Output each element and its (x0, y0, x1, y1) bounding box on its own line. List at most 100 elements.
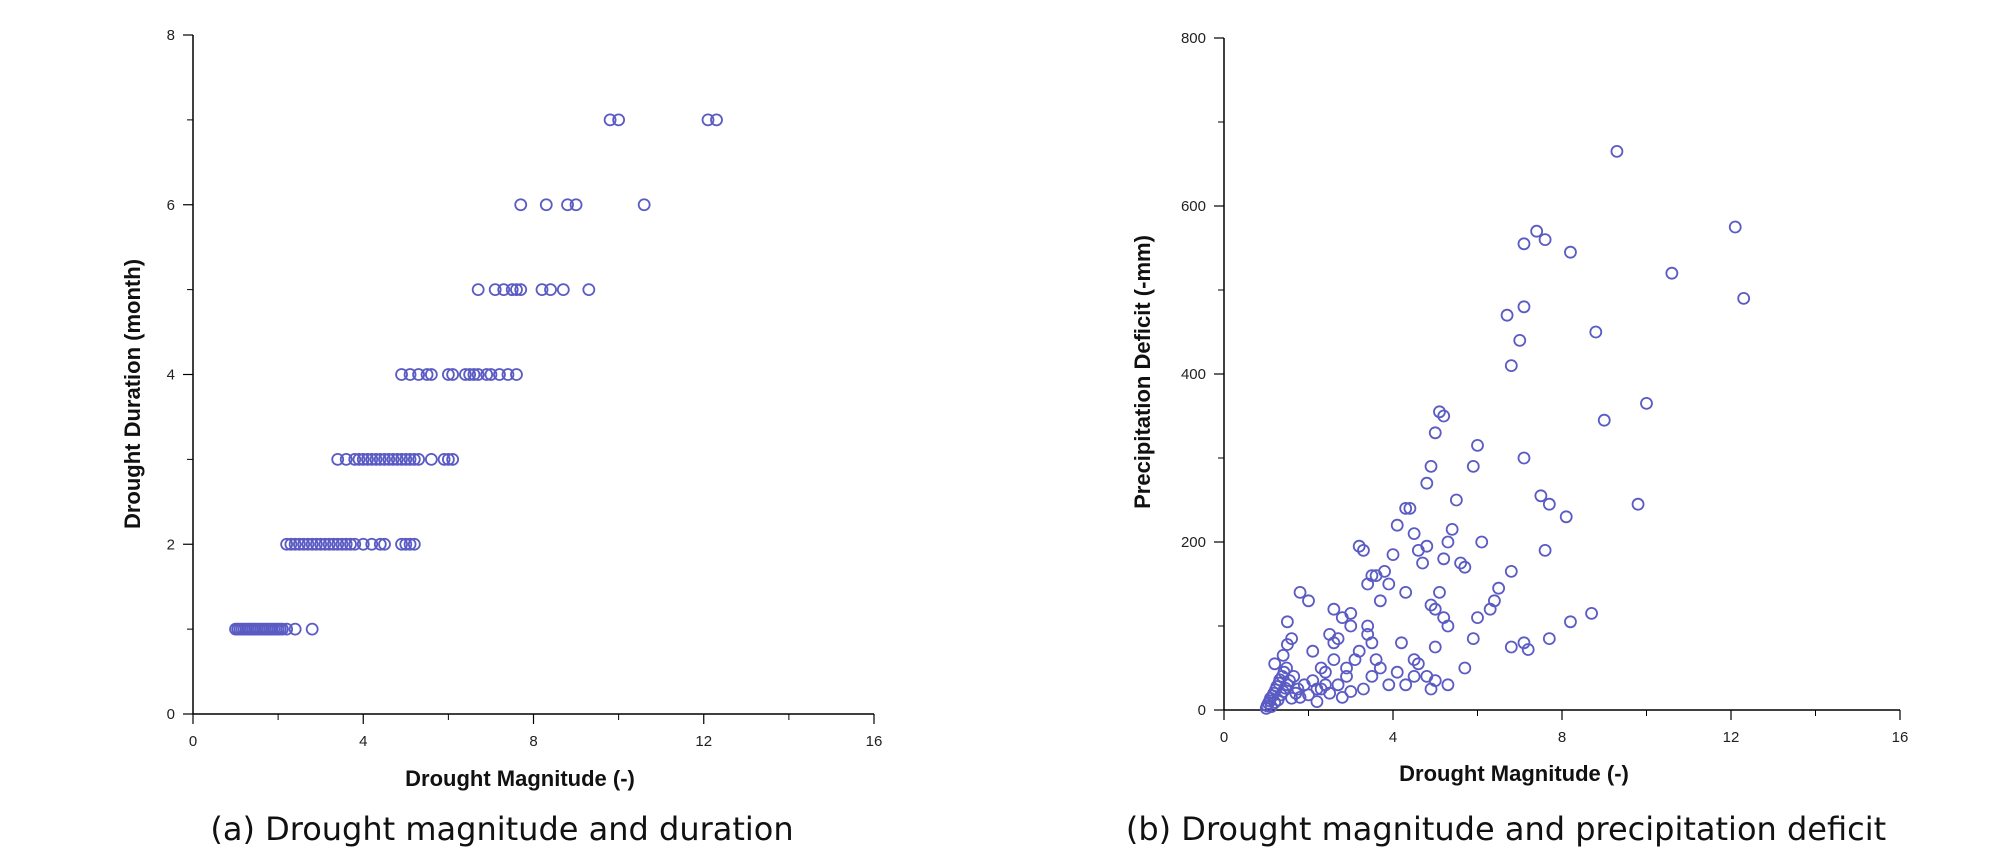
data-point (1411, 657, 1425, 671)
data-point (514, 283, 528, 297)
data-point (1373, 661, 1387, 675)
data-point (1521, 643, 1535, 656)
data-point (1327, 653, 1341, 666)
data-point (1361, 619, 1375, 633)
data-point (1331, 678, 1345, 692)
y-tick-label: 800 (1181, 30, 1206, 47)
y-tick-label: 6 (167, 197, 175, 214)
data-point (1344, 685, 1358, 698)
data-point (378, 537, 391, 551)
data-point (1276, 649, 1290, 662)
y-axis-title: Drought Duration (month) (120, 259, 145, 529)
data-point (710, 113, 723, 127)
data-point (1492, 581, 1506, 595)
data-point (403, 452, 417, 466)
data-point (403, 537, 417, 551)
y-tick-label: 600 (1181, 198, 1206, 215)
data-point (1318, 678, 1332, 692)
data-point (1424, 598, 1438, 612)
y-tick-label: 0 (167, 706, 175, 723)
data-point (1466, 459, 1480, 473)
x-axis-title: Drought Magnitude (-) (1399, 761, 1629, 786)
x-tick-label: 12 (695, 733, 712, 750)
data-point (441, 452, 455, 466)
data-point (1631, 497, 1645, 511)
data-point (1517, 451, 1531, 465)
data-point (1352, 644, 1366, 658)
data-point (1475, 535, 1489, 549)
data-point (582, 283, 596, 297)
data-point (1382, 577, 1396, 591)
data-point (458, 368, 472, 381)
data-point (288, 537, 302, 551)
data-point (412, 452, 425, 466)
data-point (395, 368, 408, 381)
data-point (1428, 640, 1442, 654)
data-point (1268, 657, 1282, 671)
data-point (446, 452, 460, 466)
data-point (1433, 586, 1446, 599)
data-point (569, 198, 583, 212)
y-tick-label: 4 (167, 367, 175, 384)
data-point (1420, 539, 1434, 553)
data-point (1737, 291, 1751, 305)
caption-a: (a) Drought magnitude and duration (210, 810, 794, 848)
data-point (1268, 696, 1282, 709)
data-point (1441, 678, 1455, 692)
data-point (1534, 489, 1548, 503)
data-point (1428, 426, 1442, 440)
data-point (1471, 611, 1484, 624)
data-point (284, 537, 298, 551)
data-point (561, 198, 574, 212)
data-point (535, 283, 549, 297)
caption-b: (b) Drought magnitude and precipitation … (1125, 810, 1887, 848)
y-tick-label: 200 (1181, 534, 1206, 551)
data-point (424, 452, 438, 466)
data-point (420, 368, 434, 381)
data-point (637, 198, 651, 212)
data-point (348, 452, 362, 466)
data-point (441, 368, 455, 381)
chart-panel-b: 0 4 8 12 16 0 200 400 600 800 Drought Magnitude (… (1004, 0, 2008, 866)
data-point (1530, 224, 1544, 238)
data-point (1357, 682, 1370, 696)
data-point (339, 537, 353, 551)
chart-panel-a: 0 4 8 12 16 0 2 4 6 8 Drought Magnitude (-) Droug… (120, 27, 883, 848)
data-point (297, 537, 311, 551)
data-point (539, 198, 553, 212)
data-point (1373, 594, 1387, 608)
x-tick-label: 16 (866, 733, 883, 750)
data-point (280, 622, 294, 636)
data-point (314, 537, 328, 551)
data-point (1285, 632, 1299, 645)
data-point (1327, 602, 1341, 616)
data-point (1291, 682, 1305, 696)
data-point (1728, 220, 1742, 234)
data-point (1302, 688, 1315, 702)
data-point (1449, 493, 1463, 507)
data-point (399, 537, 413, 551)
data-point (1395, 636, 1408, 650)
data-point (1344, 607, 1358, 620)
data-point (1352, 539, 1366, 553)
data-point (352, 452, 366, 466)
data-point (1665, 266, 1679, 280)
x-tick-label: 16 (1892, 729, 1909, 746)
data-point (1542, 632, 1556, 645)
data-point (1559, 510, 1573, 524)
data-point (1420, 476, 1434, 490)
data-point (1428, 602, 1442, 616)
data-point (331, 537, 345, 551)
data-point (1287, 670, 1301, 683)
data-point (310, 537, 323, 551)
data-point (1589, 325, 1603, 339)
data-point (390, 452, 404, 466)
data-point (403, 368, 417, 381)
data-point (378, 452, 391, 466)
data-point (1538, 233, 1552, 247)
data-point (1445, 523, 1459, 536)
data-point (288, 622, 302, 636)
data-point (327, 537, 340, 551)
data-point (1331, 632, 1345, 645)
scatter-chart-a: 0 4 8 12 16 0 2 4 6 8 Drought Magnitude (-) Droug… (120, 27, 883, 791)
